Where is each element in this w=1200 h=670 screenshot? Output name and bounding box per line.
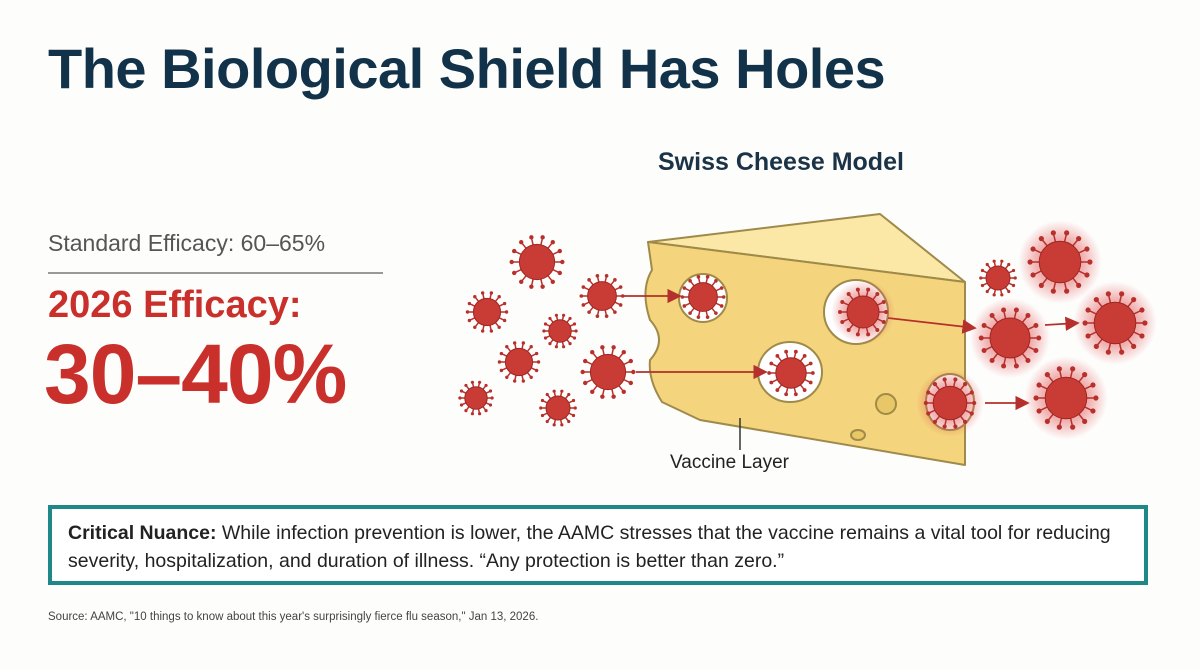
- virus-icon: [831, 280, 895, 344]
- cheese-icon: [644, 213, 975, 466]
- virus-icon: [1024, 356, 1108, 440]
- virus-icon: [458, 380, 494, 416]
- current-efficacy-label: 2026 Efficacy:: [48, 284, 302, 326]
- arrow-icon: [887, 317, 977, 334]
- virus-icon: [580, 345, 636, 399]
- virus-icon: [1018, 220, 1102, 304]
- virus-icon: [542, 313, 578, 349]
- callout-text: While infection prevention is lower, the…: [68, 522, 1111, 572]
- virus-icon: [539, 389, 577, 427]
- virus-icon: [970, 298, 1050, 378]
- virus-icon: [497, 341, 541, 383]
- virus-icon: [509, 235, 565, 289]
- virus-icon: [916, 369, 984, 437]
- callout-lead: Critical Nuance:: [68, 522, 217, 544]
- standard-efficacy: Standard Efficacy: 60–65%: [48, 230, 326, 256]
- vaccine-layer-label: Vaccine Layer: [670, 452, 789, 473]
- virus-icon: [1073, 281, 1157, 365]
- arrow-icon: [1044, 316, 1080, 331]
- virus-icon: [767, 349, 815, 397]
- virus-icon: [465, 291, 509, 333]
- virus-icon: [680, 275, 726, 319]
- virus-icon: [979, 259, 1017, 297]
- page-title: The Biological Shield Has Holes: [48, 37, 886, 100]
- source-citation: Source: AAMC, "10 things to know about t…: [48, 611, 539, 623]
- divider: [48, 272, 383, 274]
- virus-icon: [579, 274, 625, 318]
- diagram-title: Swiss Cheese Model: [658, 148, 904, 176]
- current-efficacy-value: 30–40%: [44, 327, 347, 421]
- critical-nuance-callout: Critical Nuance: While infection prevent…: [48, 505, 1148, 585]
